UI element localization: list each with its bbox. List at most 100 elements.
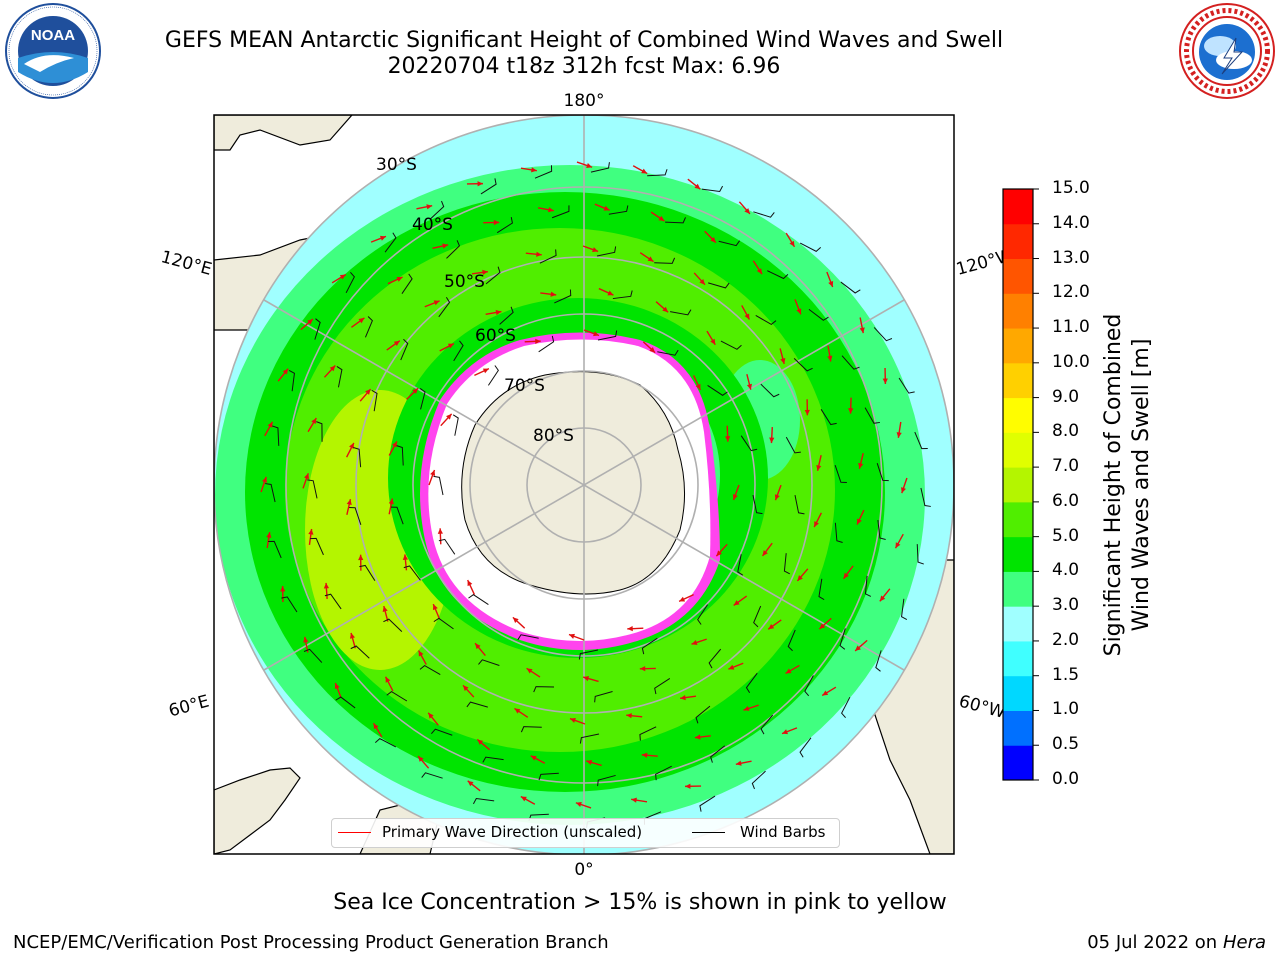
wind-barb: [554, 289, 572, 304]
wind-barb: [804, 675, 814, 697]
wave-arrow-head: [267, 421, 273, 428]
wave-arrow-head: [530, 755, 537, 761]
colorbar-segment: [1003, 328, 1033, 364]
wind-barb: [482, 756, 504, 763]
wind-barb: [707, 384, 728, 396]
wave-arrow-head: [393, 340, 400, 347]
wave-arrow-head: [694, 734, 701, 740]
wind-barb: [538, 772, 559, 781]
wave-arrow-head: [262, 476, 267, 483]
wave-arrow-head: [493, 219, 500, 226]
wind-barb: [534, 165, 553, 179]
wind-barbs-legend-line: [692, 832, 725, 833]
wave-arrow-head: [282, 368, 289, 375]
wind-barb: [386, 691, 408, 702]
wave-arrow-head: [895, 542, 901, 549]
wind-barb: [820, 409, 837, 426]
wave-arrow-head: [586, 759, 593, 765]
wind-barb: [324, 593, 342, 610]
antarctica: [420, 332, 720, 650]
wave-arrow-head: [699, 278, 705, 285]
wave-arrow-head: [631, 797, 637, 803]
wind-barb: [755, 315, 777, 326]
wind-barb: [914, 431, 928, 450]
colorbar-tick-label: 8.0: [1052, 421, 1080, 442]
wind-barb: [864, 407, 880, 424]
wind-barb: [654, 257, 676, 264]
wave-arrow-head: [477, 181, 483, 187]
wind-barb: [496, 217, 513, 234]
lat-label-40s: 40°S: [412, 215, 453, 235]
wind-barb: [350, 645, 370, 659]
wind-barb: [374, 738, 397, 748]
wave-arrow-head: [649, 347, 656, 353]
wave-arrow-head: [280, 586, 286, 592]
wind-barb: [841, 696, 851, 719]
wind-barb: [697, 604, 709, 625]
wave-arrow-head: [858, 462, 864, 469]
wind-barb: [578, 649, 599, 660]
lon-label-60e: 60°E: [167, 692, 212, 722]
wave-arrow-head: [548, 207, 554, 213]
wave-arrow-head: [358, 317, 365, 324]
wave-arrow-head: [816, 464, 822, 471]
graticule: [214, 115, 954, 854]
colorbar-tick-label: 3.0: [1052, 595, 1080, 616]
wind-barb: [751, 770, 766, 790]
wave-arrow-head: [433, 300, 440, 306]
wind-barb: [487, 365, 499, 386]
colorbar-segment: [1003, 432, 1033, 468]
colorbar-tick-label: 15.0: [1052, 178, 1090, 198]
wind-barb: [841, 355, 860, 370]
wave-arrow-head: [432, 604, 438, 611]
footer-machine: Hera: [1222, 932, 1266, 953]
wind-barb: [336, 366, 343, 388]
wave-arrow-head: [814, 521, 819, 528]
wave-arrow-head: [385, 676, 391, 683]
wave-arrow-head: [442, 243, 449, 249]
lon-label-60w: 60°W: [957, 692, 1008, 724]
wind-barb: [349, 506, 362, 525]
wind-barb: [901, 598, 908, 621]
wave-arrow-head: [743, 705, 750, 711]
colorbar-segment: [1003, 640, 1033, 677]
wave-arrow-head: [495, 309, 502, 316]
wave-arrow-head: [482, 269, 488, 275]
wave-arrow-head: [467, 780, 474, 787]
wind-barb: [785, 436, 801, 454]
wind-barb: [639, 726, 657, 741]
wind-barb: [654, 678, 671, 695]
colorbar-tick-label: 12.0: [1052, 282, 1090, 303]
wave-arrow-head: [467, 580, 473, 587]
colorbar-tick-label: 9.0: [1052, 386, 1080, 407]
colorbar-segment: [1003, 362, 1033, 399]
colorbar-segment: [1003, 675, 1033, 711]
chart-title: GEFS MEAN Antarctic Significant Height o…: [164, 28, 1004, 53]
wave-arrow-head: [789, 240, 795, 247]
wind-barb: [453, 340, 464, 362]
colorbar-segment: [1003, 223, 1033, 260]
wind-barb: [384, 232, 397, 253]
colorbar-tick-label: 1.5: [1052, 664, 1080, 685]
wave-arrow-head: [430, 469, 436, 476]
lon-label-0: 0°: [574, 860, 593, 880]
wave-arrow-head: [774, 494, 780, 501]
wind-barb: [695, 705, 711, 724]
lat-label-60s: 60°S: [475, 326, 516, 346]
wave-arrow-head: [735, 760, 742, 766]
wind-barb: [438, 538, 456, 555]
wind-barb: [641, 637, 658, 655]
wind-barb: [752, 494, 763, 515]
colorbar-tick-label: 5.0: [1052, 525, 1080, 546]
wind-barb: [596, 246, 617, 257]
wave-arrow-head: [349, 632, 356, 639]
wind-barb: [303, 648, 323, 663]
colorbar-tick-label: 4.0: [1052, 560, 1080, 581]
wave-arrow-head: [647, 256, 654, 262]
wind-barb: [745, 672, 758, 694]
colorbar-title-line1: Significant Height of Combined: [1101, 313, 1126, 657]
wind-barb: [864, 575, 872, 597]
wave-arrow-head: [418, 756, 424, 762]
wind-barb: [877, 519, 886, 540]
